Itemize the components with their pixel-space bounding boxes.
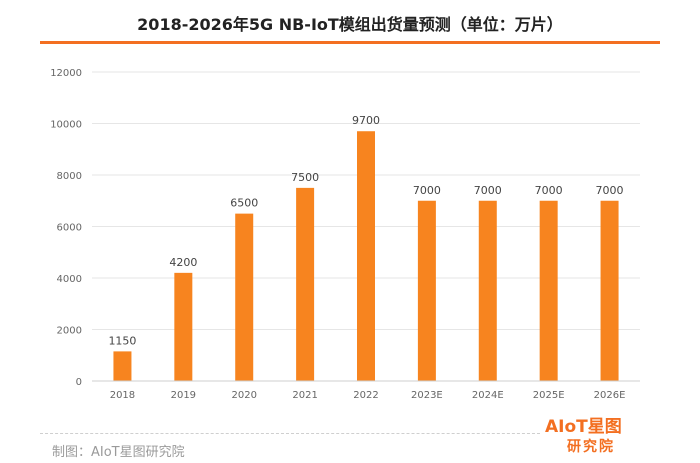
bars — [113, 131, 619, 381]
logo-subtitle: 研究院 — [567, 439, 615, 455]
x-tick-label: 2018 — [110, 390, 135, 401]
x-axis-tick-labels: 2018 2019 2020 2021 2022 2023E 2024E 2025E 2026E — [110, 390, 626, 401]
data-label: 1150 — [108, 334, 136, 347]
bar — [296, 187, 315, 381]
bar — [600, 200, 619, 381]
x-tick-label: 2026E — [594, 390, 626, 401]
aiot-logo: AIoT星图 研究院 — [545, 412, 655, 460]
data-label: 7000 — [596, 184, 624, 197]
y-axis-tick-labels: 0 2000 4000 6000 8000 10000 12000 — [50, 68, 82, 388]
bar — [235, 213, 254, 381]
data-label: 7000 — [413, 184, 441, 197]
bar — [539, 200, 558, 381]
x-tick-label: 2020 — [231, 390, 256, 401]
logo-wordmark: AIoT星图 — [545, 417, 622, 437]
data-label: 4200 — [169, 256, 197, 269]
x-tick-label: 2021 — [292, 390, 317, 401]
footer-divider — [40, 433, 540, 434]
title-underline — [40, 41, 660, 44]
data-label: 6500 — [230, 197, 258, 210]
chart-title: 2018-2026年5G NB-IoT模组出货量预测（单位：万片） — [137, 15, 563, 34]
bar — [417, 200, 436, 381]
x-tick-label: 2022 — [353, 390, 378, 401]
y-tick-label: 10000 — [50, 120, 82, 131]
bar — [174, 272, 193, 381]
data-label: 7500 — [291, 171, 319, 184]
chart-credit: 制图：AIoT星图研究院 — [52, 445, 185, 460]
x-tick-label: 2025E — [533, 390, 565, 401]
y-tick-label: 6000 — [57, 223, 82, 234]
y-tick-label: 0 — [76, 377, 82, 388]
data-labels: 1150 4200 6500 7500 9700 7000 7000 7000 7000 — [108, 114, 623, 347]
y-tick-label: 2000 — [57, 326, 82, 337]
x-tick-label: 2019 — [171, 390, 196, 401]
y-tick-label: 8000 — [57, 171, 82, 182]
data-label: 7000 — [474, 184, 502, 197]
bar — [113, 351, 132, 381]
y-tick-label: 4000 — [57, 274, 82, 285]
x-tick-label: 2023E — [411, 390, 443, 401]
bar — [478, 200, 497, 381]
x-tick-label: 2024E — [472, 390, 504, 401]
bar-chart: 0 2000 4000 6000 8000 10000 12000 1150 4200 6500… — [50, 68, 640, 401]
y-tick-label: 12000 — [50, 68, 82, 79]
data-label: 7000 — [535, 184, 563, 197]
bar — [357, 131, 375, 381]
data-label: 9700 — [352, 114, 380, 127]
